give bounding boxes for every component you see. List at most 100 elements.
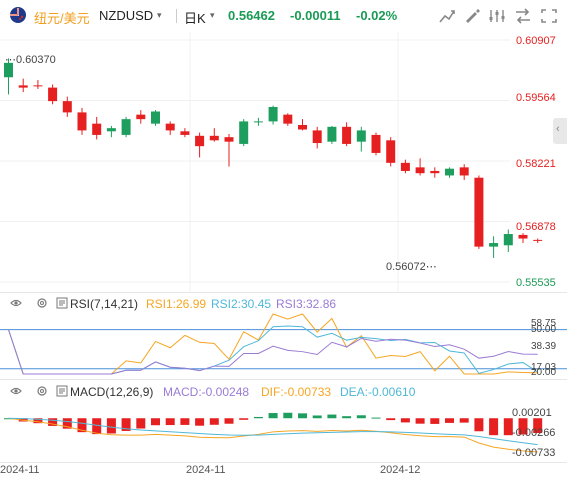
side-panel-toggle[interactable]: ‹ (553, 118, 567, 144)
candle-body (400, 162, 410, 171)
macd-chart[interactable] (0, 400, 567, 462)
macd-bar (415, 418, 425, 424)
compare-icon[interactable] (514, 8, 532, 24)
candle-body (136, 114, 146, 120)
rsi-axis-4: 17.03 (531, 362, 557, 373)
macd-bar (239, 418, 249, 420)
macd-bar (180, 418, 190, 425)
price-change-pct: -0.02% (356, 8, 398, 23)
candle-body (48, 87, 58, 102)
macd-bar (195, 418, 205, 426)
period-selector[interactable]: 日K (184, 11, 206, 26)
macd-value: MACD:-0.00248 (163, 385, 250, 399)
macd-bar (77, 418, 87, 433)
low-value: 0.56072 (386, 261, 426, 273)
indicator-info-icon[interactable] (56, 297, 68, 309)
candle-body (312, 130, 322, 144)
dif-line (8, 417, 538, 453)
divider (176, 9, 177, 23)
candle-body (459, 167, 469, 176)
candle-body (445, 168, 454, 176)
macd-label: MACD(12,26,9) (70, 385, 154, 399)
candlestick-chart[interactable] (0, 32, 567, 292)
candle-body (489, 243, 499, 247)
candle-body (62, 101, 72, 113)
macd-bar (371, 417, 381, 419)
rsi-label: RSI(7,14,21) (70, 297, 139, 311)
macd-axis-2: -0.00266 (512, 427, 556, 439)
macd-bar (165, 418, 175, 426)
low-marker: 0.56072⋯ (386, 261, 437, 273)
eye-icon[interactable] (10, 297, 22, 309)
price-label-4: 0.56878 (516, 221, 556, 233)
high-value: 0.60370 (16, 54, 56, 66)
rsi-chart[interactable] (0, 312, 567, 378)
candle-body (298, 125, 307, 130)
candle-body (180, 131, 190, 135)
nz-flag-icon (10, 7, 26, 23)
macd-bar (121, 418, 131, 431)
macd-bar (489, 418, 499, 436)
rsi3-line (8, 329, 538, 375)
candle-body (4, 62, 13, 78)
price-label-5: 0.55535 (516, 277, 556, 289)
period-chevron-down-icon[interactable]: ▾ (210, 10, 215, 20)
divider (0, 379, 567, 380)
macd-bar (533, 418, 543, 434)
rsi2-value: RSI2:30.45 (211, 297, 272, 311)
macd-bar (459, 418, 469, 423)
fullscreen-icon[interactable] (540, 8, 558, 24)
macd-bar (136, 418, 146, 429)
macd-info-icon[interactable] (56, 385, 68, 397)
macd-bar (474, 418, 484, 432)
candle-body (430, 170, 440, 174)
candle-body (77, 112, 87, 131)
macd-bar (342, 416, 352, 419)
macd-eye-icon[interactable] (10, 385, 22, 397)
macd-bar (298, 413, 307, 419)
chart-type-icon[interactable] (438, 8, 456, 24)
price-label-1: 0.60907 (516, 35, 556, 47)
gear-icon[interactable] (36, 297, 48, 309)
candle-body (121, 119, 131, 135)
dea-line (8, 417, 538, 446)
candle-body (474, 177, 484, 247)
candle-body (268, 106, 278, 122)
dif-value: DIF:-0.00733 (261, 385, 332, 399)
indicator-settings-icon[interactable] (488, 8, 506, 24)
candle-body (371, 134, 381, 153)
time-label-1: 2024-11 (0, 464, 40, 476)
rsi3-value: RSI3:32.86 (276, 297, 337, 311)
divider (0, 292, 567, 293)
draw-tool-icon[interactable] (463, 8, 481, 24)
macd-bar (151, 418, 160, 426)
candle-body (18, 85, 28, 88)
candle-body (327, 126, 337, 142)
candle-body (92, 123, 102, 135)
candle-body (283, 114, 293, 124)
candle-body (386, 140, 396, 163)
time-label-2: 2024-11 (186, 464, 226, 476)
candle-body (356, 130, 366, 142)
macd-bar (445, 418, 454, 423)
macd-bar (268, 413, 278, 419)
macd-gear-icon[interactable] (36, 385, 48, 397)
macd-bar (253, 416, 263, 419)
macd-bar (518, 418, 528, 435)
macd-bar (400, 418, 410, 423)
macd-axis-1: 0.00201 (512, 407, 552, 419)
macd-bar (209, 418, 219, 425)
symbol-selector[interactable]: NZDUSD (99, 8, 154, 23)
chevron-down-icon[interactable]: ▾ (157, 10, 162, 20)
rsi-axis-3: 38.39 (531, 341, 557, 352)
macd-bar (327, 414, 337, 419)
price-change: -0.00011 (290, 8, 341, 23)
candle-body (209, 135, 219, 141)
chart-header: 纽元/美元 NZDUSD ▾ 日K ▾ 0.56462 -0.00011 -0.… (0, 0, 567, 32)
candle-body (239, 121, 249, 144)
candle-body (33, 85, 43, 87)
candle-body (342, 126, 352, 144)
macd-bar (386, 418, 396, 421)
candle-body (253, 121, 263, 123)
macd-axis-3: -0.00733 (512, 447, 556, 459)
